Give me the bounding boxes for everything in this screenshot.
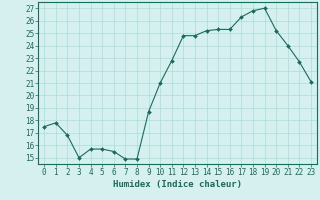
X-axis label: Humidex (Indice chaleur): Humidex (Indice chaleur) [113, 180, 242, 189]
